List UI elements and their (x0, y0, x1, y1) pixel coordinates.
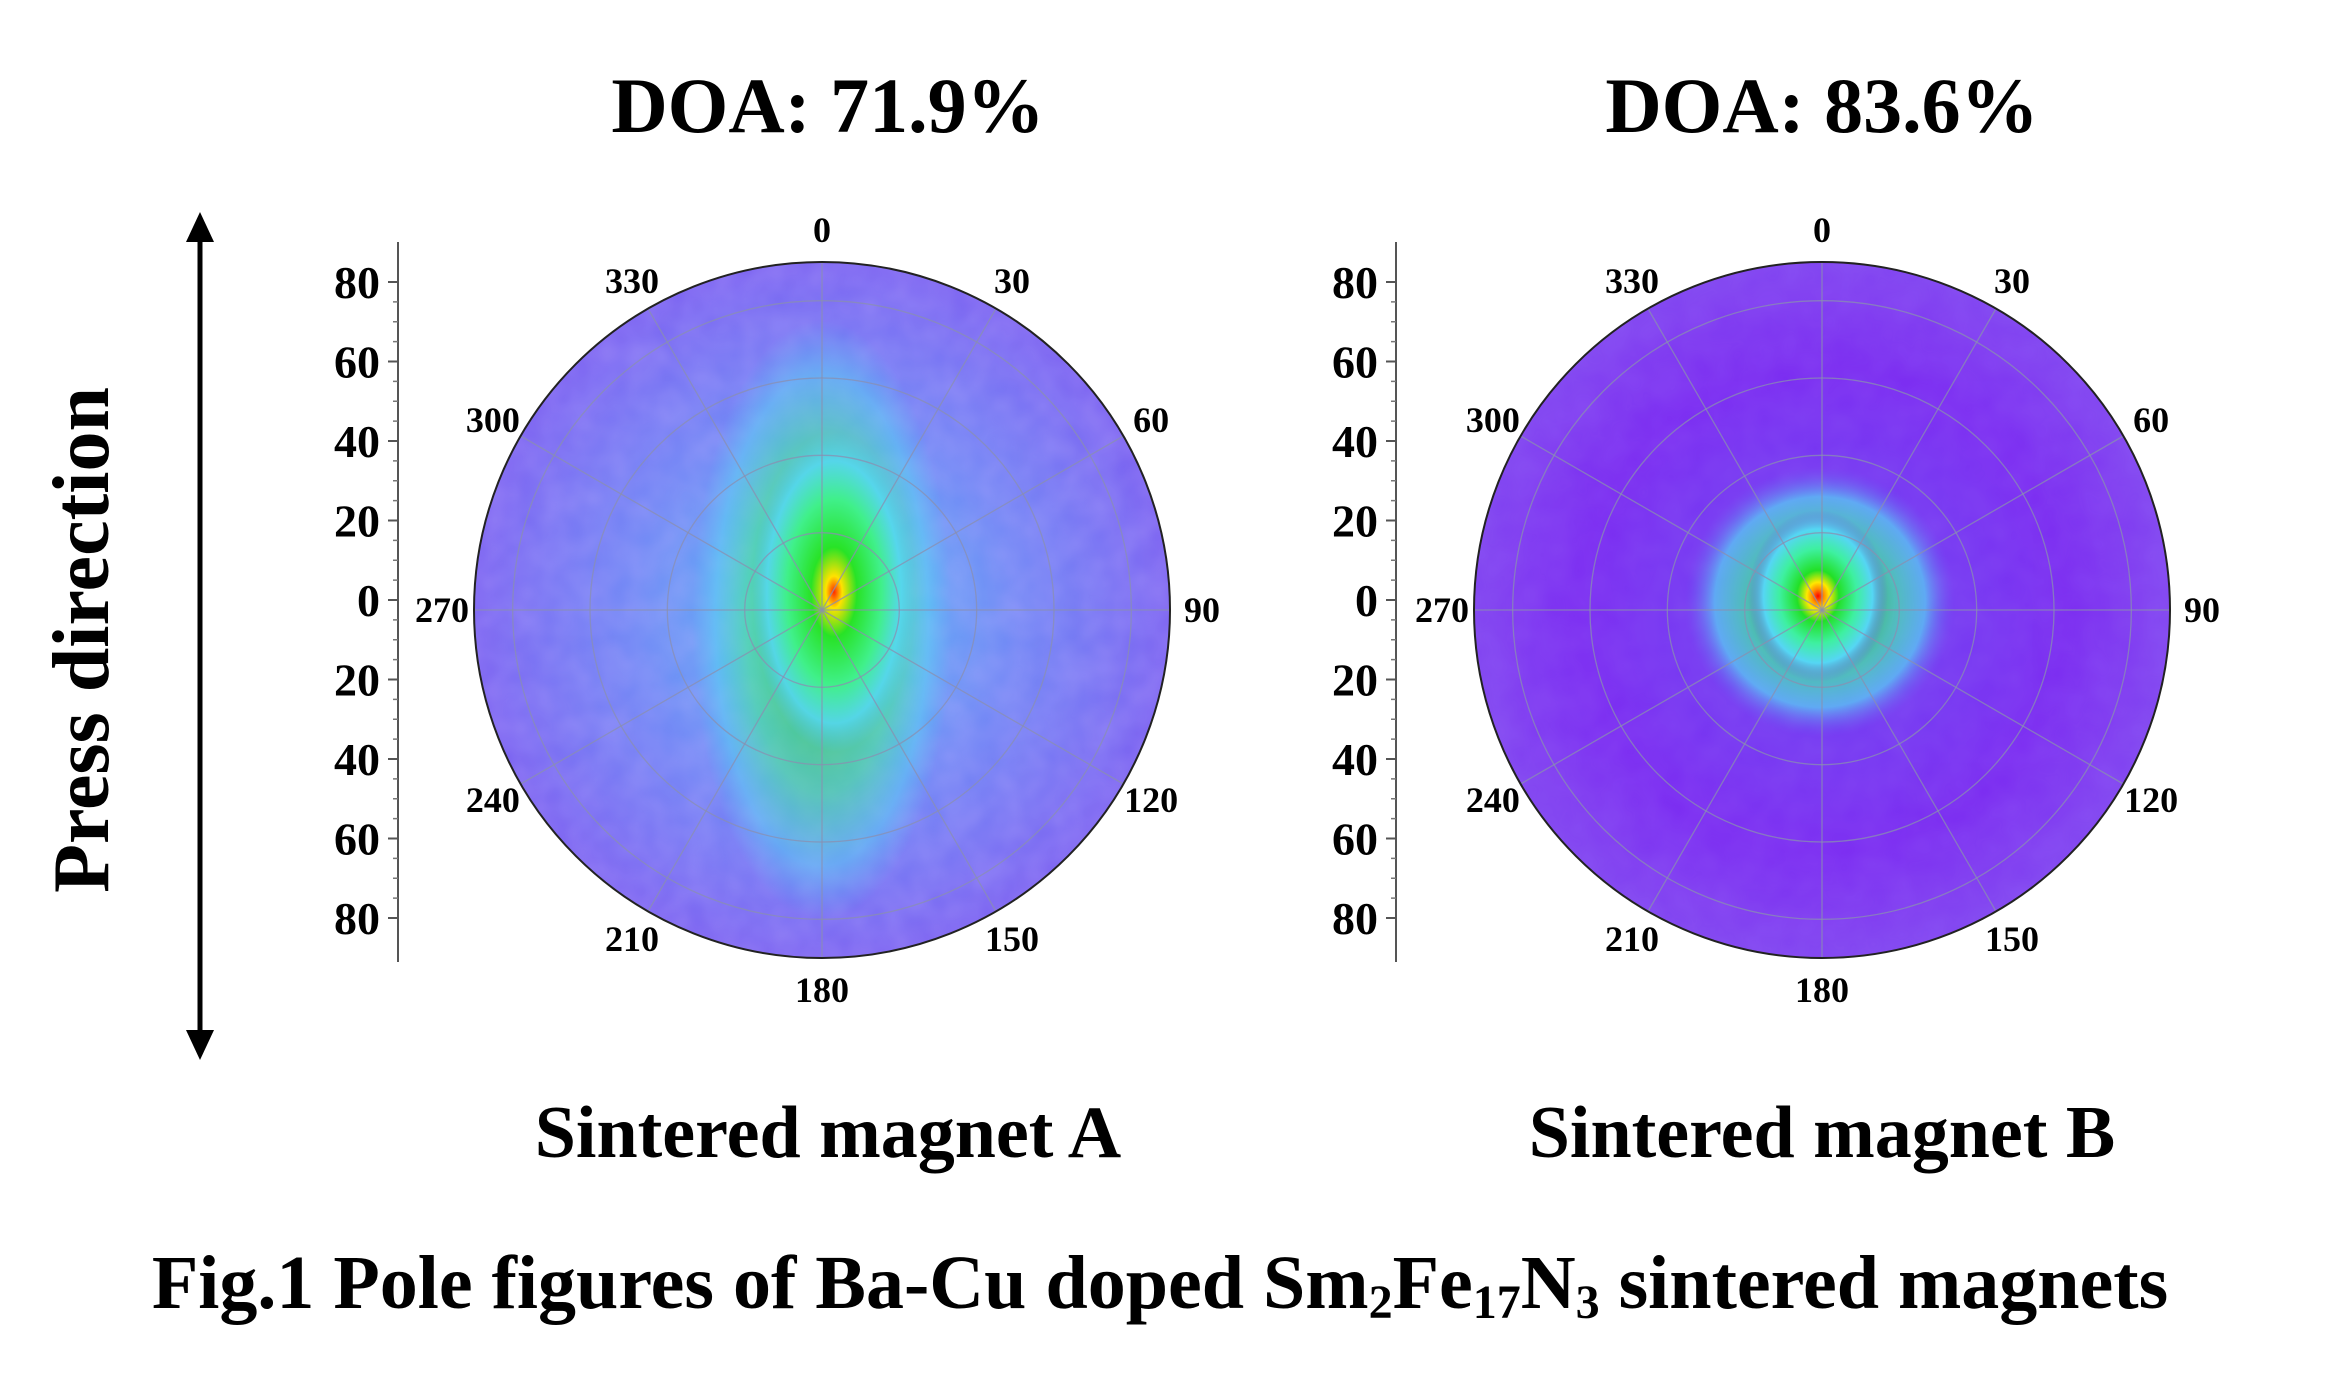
angle-label-a-300: 300 (466, 400, 520, 440)
pole-figure-b-angle-labels: 0 30 60 90 120 150 180 210 240 270 300 330 (1415, 210, 2220, 1010)
pole-figure-a-angle-labels: 0 30 60 90 120 150 180 210 240 270 300 330 (415, 210, 1220, 1010)
pole-figure-b-grid (1474, 262, 2170, 958)
grid-spoke-b-30 (1821, 308, 1997, 611)
pole-figure-b: DOA: 83.6% 0 30 60 90 120 150 180 210 240 270 300 3… (1332, 62, 2220, 1174)
angle-label-a-60: 60 (1133, 400, 1169, 440)
radial-tick-label-b-0: 80 (1332, 257, 1378, 308)
angle-label-b-120: 120 (2124, 780, 2178, 820)
caption-b: Sintered magnet B (1529, 1092, 2116, 1174)
radial-tick-label-b-1: 60 (1332, 337, 1378, 388)
pole-figure-b-radial-axis: 80 60 40 20 0 20 40 60 80 (1332, 242, 1397, 962)
grid-spoke-a-30 (821, 308, 997, 611)
grid-spoke-b-240 (1520, 609, 1823, 785)
radial-tick-label-a-1: 60 (334, 337, 380, 388)
radial-tick-label-b-4: 0 (1355, 575, 1378, 626)
grid-spoke-b-300 (1520, 435, 1823, 611)
figure-caption: Fig.1 Pole figures of Ba-Cu doped Sm2Fe1… (152, 1241, 2168, 1329)
pole-figure-a-intensity-peak (752, 432, 916, 752)
angle-label-b-150: 150 (1985, 919, 2039, 959)
grid-spoke-a-60 (821, 435, 1124, 611)
grid-spoke-b-120 (1821, 609, 2124, 785)
radial-tick-label-b-2: 40 (1332, 416, 1378, 467)
radial-tick-label-a-7: 60 (334, 814, 380, 865)
grid-spoke-a-210 (647, 609, 823, 912)
doa-title-a: DOA: 71.9% (611, 62, 1044, 149)
radial-tick-label-a-6: 40 (334, 734, 380, 785)
radial-tick-label-a-4: 0 (357, 575, 380, 626)
angle-label-a-120: 120 (1124, 780, 1178, 820)
radial-tick-label-a-3: 20 (334, 496, 380, 547)
radial-tick-label-b-3: 20 (1332, 496, 1378, 547)
press-direction-label: Press direction (38, 387, 126, 893)
radial-tick-label-b-7: 60 (1332, 814, 1378, 865)
angle-label-a-0: 0 (813, 210, 831, 250)
radial-tick-label-b-8: 80 (1332, 893, 1378, 944)
pole-figure-a-grid (474, 262, 1170, 958)
pole-figure-a: DOA: 71.9% 0 30 60 90 120 150 180 210 240 270 300 3… (334, 62, 1220, 1174)
grid-spoke-a-330 (647, 308, 823, 611)
angle-label-a-150: 150 (985, 919, 1039, 959)
angle-label-b-300: 300 (1466, 400, 1520, 440)
angle-label-b-210: 210 (1605, 919, 1659, 959)
pole-figure-a-radial-axis: 80 60 40 20 0 20 40 60 80 (334, 242, 399, 962)
angle-label-b-330: 330 (1605, 261, 1659, 301)
angle-label-b-270: 270 (1415, 590, 1469, 630)
grid-spoke-a-240 (520, 609, 823, 785)
radial-tick-label-a-0: 80 (334, 257, 380, 308)
grid-spoke-b-210 (1647, 609, 1823, 912)
doa-title-b: DOA: 83.6% (1605, 62, 2038, 149)
radial-tick-label-b-5: 20 (1332, 655, 1378, 706)
caption-a: Sintered magnet A (535, 1092, 1122, 1174)
angle-label-a-240: 240 (466, 780, 520, 820)
grid-spoke-a-300 (520, 435, 823, 611)
angle-label-b-60: 60 (2133, 400, 2169, 440)
radial-tick-label-a-5: 20 (334, 655, 380, 706)
grid-spoke-a-150 (821, 609, 997, 912)
radial-tick-label-b-6: 40 (1332, 734, 1378, 785)
radial-tick-label-a-8: 80 (334, 893, 380, 944)
angle-label-b-240: 240 (1466, 780, 1520, 820)
grid-spoke-b-150 (1821, 609, 1997, 912)
angle-label-b-90: 90 (2184, 590, 2220, 630)
radial-tick-label-a-2: 40 (334, 416, 380, 467)
angle-label-a-330: 330 (605, 261, 659, 301)
press-direction-arrow (186, 212, 214, 1060)
pole-figure-b-plot (1473, 261, 2171, 959)
angle-label-a-210: 210 (605, 919, 659, 959)
angle-label-b-0: 0 (1813, 210, 1831, 250)
angle-label-a-270: 270 (415, 590, 469, 630)
angle-label-a-30: 30 (994, 261, 1030, 301)
angle-label-a-180: 180 (795, 970, 849, 1010)
grid-spoke-a-120 (821, 609, 1124, 785)
angle-label-b-30: 30 (1994, 261, 2030, 301)
grid-spoke-b-330 (1647, 308, 1823, 611)
pole-figure-a-plot (473, 261, 1171, 959)
angle-label-a-90: 90 (1184, 590, 1220, 630)
grid-spoke-b-60 (1821, 435, 2124, 611)
angle-label-b-180: 180 (1795, 970, 1849, 1010)
pole-figure-b-intensity-peak (1748, 510, 1888, 682)
